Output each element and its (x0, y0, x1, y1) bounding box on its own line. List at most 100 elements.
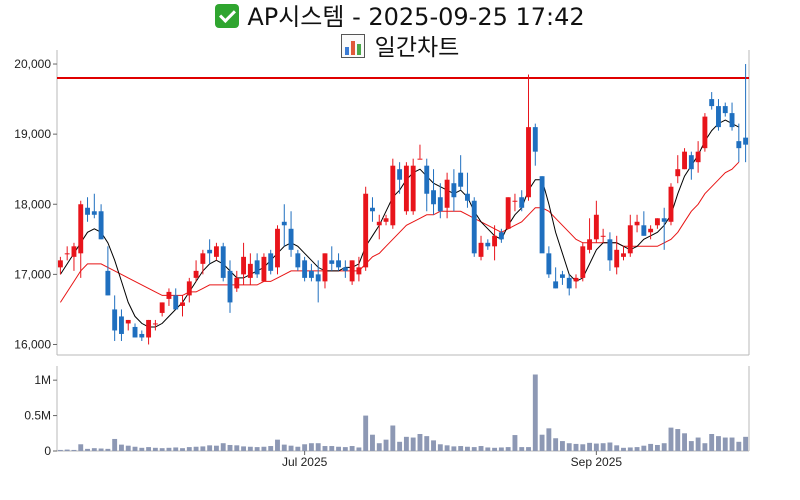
volume-bar (621, 447, 626, 451)
candle-body (91, 211, 97, 215)
volume-bar (112, 438, 118, 451)
volume-bar (308, 443, 314, 451)
volume-bar (254, 447, 260, 451)
candle-body (336, 260, 341, 268)
volume-bar (152, 447, 158, 451)
volume-bar (241, 446, 247, 451)
candle-body (431, 190, 436, 205)
volume-bar (661, 443, 667, 451)
volume-bar (105, 448, 111, 451)
candle-body (627, 225, 633, 254)
volume-bar (288, 445, 294, 451)
volume-bar (302, 444, 308, 451)
volume-bar (403, 436, 409, 451)
candle-body (526, 127, 531, 198)
candle-body (668, 186, 674, 222)
volume-bar (173, 447, 179, 451)
candle-body (417, 158, 423, 160)
candle-body (478, 242, 484, 257)
chart-subtitle: 일간차트 (0, 32, 800, 64)
volume-bar (234, 445, 240, 451)
date-x-tick-label: Sep 2025 (571, 455, 623, 469)
volume-bar (539, 434, 545, 451)
volume-bar (281, 444, 287, 451)
candle-body (322, 253, 328, 282)
candle-body (152, 323, 158, 325)
candle-body (587, 239, 593, 250)
volume-y-tick-label: 0 (44, 444, 51, 458)
volume-bar (268, 446, 274, 451)
volume-bar (57, 449, 63, 451)
candle-body (78, 204, 84, 254)
candle-body (98, 211, 104, 240)
volume-bar (227, 444, 233, 451)
volume-bar (587, 442, 593, 451)
candle-body (200, 253, 206, 264)
volume-bar (614, 445, 620, 451)
price-y-tick-label: 20,000 (14, 57, 51, 71)
candle-body (722, 106, 728, 114)
candle-body (247, 263, 253, 278)
volume-y-tick-label: 1M (34, 373, 51, 387)
volume-bar (546, 428, 552, 451)
volume-bar (390, 425, 396, 451)
volume-bar (532, 374, 538, 451)
candle-body (383, 218, 389, 222)
candle-body (695, 151, 701, 163)
candle-body (370, 207, 375, 212)
candle-body (64, 253, 70, 255)
candle-body (600, 235, 606, 237)
volume-bar (85, 448, 90, 451)
candle-body (621, 253, 626, 257)
candle-body (180, 302, 185, 306)
volume-bar (431, 440, 436, 451)
chart-subtitle-text: 일간차트 (374, 35, 460, 61)
volume-bar (410, 437, 416, 451)
volume-bar (98, 448, 104, 451)
volume-bar (682, 433, 687, 451)
volume-bar (600, 443, 606, 451)
candle-body (485, 242, 491, 247)
candle-body (125, 319, 131, 324)
volume-bar (383, 439, 389, 451)
candle-body (105, 270, 111, 296)
volume-bar (119, 444, 124, 451)
candle-body (132, 326, 138, 338)
price-y-tick-label: 19,000 (14, 127, 51, 141)
volume-bar (485, 447, 491, 451)
volume-bar (519, 447, 525, 451)
volume-bar (722, 437, 728, 451)
candle-body (573, 277, 579, 282)
volume-bar (688, 441, 694, 451)
volume-bar (729, 437, 735, 451)
candle-body (234, 277, 240, 289)
ma-long-line (59, 161, 740, 303)
volume-bar (71, 449, 77, 451)
candle-body (315, 274, 321, 282)
volume-bar (634, 447, 640, 451)
volume-bar (342, 447, 348, 451)
candle-body (186, 281, 192, 296)
volume-bar (471, 447, 477, 451)
candle-body (288, 228, 294, 250)
candle-body (539, 176, 545, 254)
volume-bar (505, 447, 511, 451)
candle-body (519, 197, 525, 208)
volume-bar (64, 449, 70, 451)
candle-body (729, 113, 735, 128)
volume-bar (207, 445, 213, 451)
volume-bar (444, 445, 450, 451)
volume-bar (492, 447, 498, 451)
bar-chart-icon (340, 34, 365, 58)
chart-title-text: AP시스템 - 2025-09-25 17:42 (247, 3, 585, 31)
volume-bar (193, 446, 199, 451)
volume-bar (668, 427, 674, 451)
volume-bar (512, 435, 518, 451)
candle-body (512, 200, 518, 202)
volume-bar (736, 441, 742, 451)
volume-bar (247, 446, 253, 451)
volume-bar (417, 434, 423, 451)
candle-body (302, 260, 308, 278)
candle-body (471, 200, 477, 254)
